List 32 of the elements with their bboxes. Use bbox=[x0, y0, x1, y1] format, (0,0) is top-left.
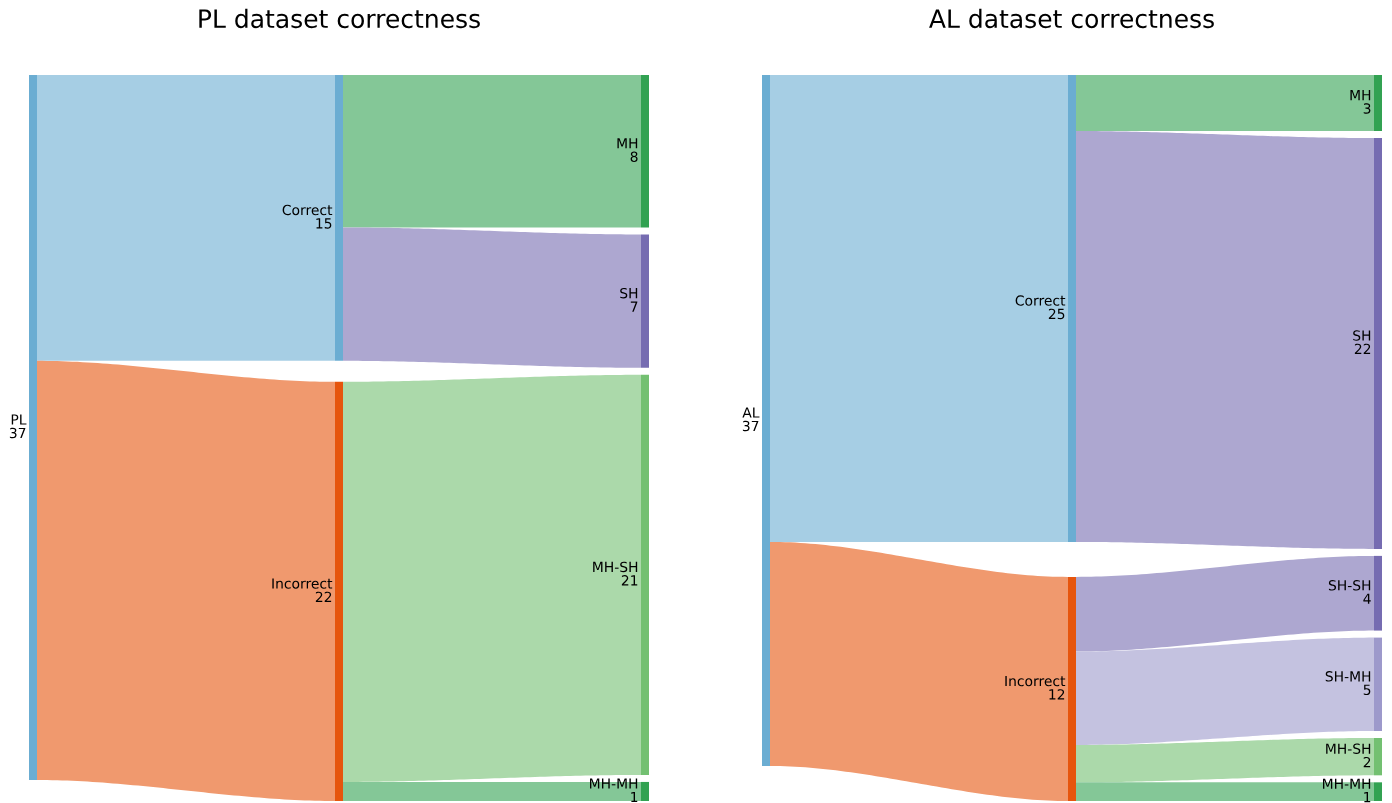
data-label: 21 bbox=[621, 575, 638, 586]
data-label: 25 bbox=[1048, 308, 1065, 320]
data-label: 12 bbox=[1049, 689, 1065, 700]
category-label: SH bbox=[620, 287, 638, 299]
data-label: 3 bbox=[1363, 103, 1371, 114]
category-label: MH bbox=[617, 138, 638, 149]
data-label: 5 bbox=[1363, 684, 1371, 696]
data-label: 2 bbox=[1363, 756, 1371, 768]
data-label: 22 bbox=[1354, 343, 1371, 355]
category-label: SH-SH bbox=[1328, 580, 1371, 591]
category-label: PL bbox=[11, 414, 27, 425]
category-label: AL bbox=[742, 407, 760, 418]
category-label: Incorrect bbox=[1005, 675, 1066, 687]
category-label: MH-SH bbox=[593, 561, 638, 573]
data-label: 8 bbox=[630, 151, 638, 162]
data-label: 7 bbox=[630, 301, 638, 312]
data-label: 15 bbox=[316, 218, 332, 229]
data-label: 1 bbox=[1364, 792, 1371, 803]
category-label: SH-MH bbox=[1325, 671, 1371, 682]
category-label: MH-SH bbox=[1326, 743, 1371, 754]
data-label: 37 bbox=[9, 427, 26, 439]
text: AL dataset correctness bbox=[929, 8, 1214, 29]
data-label: 22 bbox=[315, 591, 332, 602]
category-label: Incorrect bbox=[272, 578, 333, 589]
category-label: Correct bbox=[1015, 295, 1066, 306]
text: PL dataset correctness bbox=[199, 8, 480, 29]
category-label: MH bbox=[1350, 90, 1371, 101]
data-label: 1 bbox=[631, 791, 638, 803]
data-label: 4 bbox=[1363, 593, 1371, 604]
category-label: SH bbox=[1353, 330, 1371, 341]
data-label: 37 bbox=[742, 420, 759, 432]
category-label: Correct bbox=[282, 204, 333, 216]
